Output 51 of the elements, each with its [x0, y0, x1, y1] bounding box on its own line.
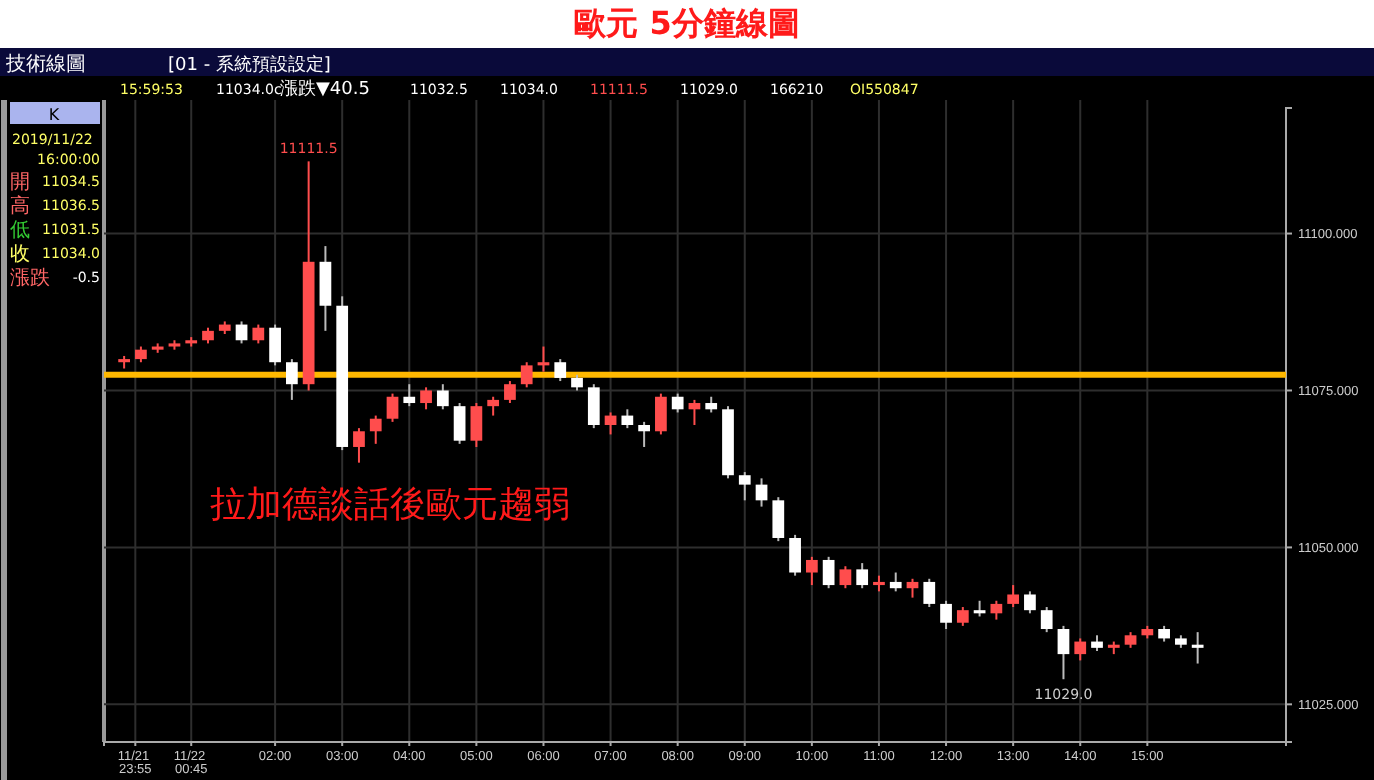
candlestick [738, 471, 751, 502]
text: 漲跌 [10, 266, 50, 290]
candlestick [621, 408, 634, 430]
candlestick [805, 555, 818, 587]
candlestick [504, 380, 516, 405]
candlestick [655, 392, 667, 436]
candlestick [286, 358, 298, 401]
candlestick [436, 383, 449, 411]
text: 開 [10, 172, 30, 194]
text: K [48, 106, 61, 124]
candlestick [839, 565, 852, 590]
candlestick [1191, 631, 1204, 665]
candlestick [923, 577, 936, 609]
candlestick [487, 395, 500, 417]
candlestick [386, 392, 399, 423]
candlestick [269, 323, 281, 367]
candlestick [889, 571, 902, 593]
candlestick [789, 533, 801, 577]
candlestick [772, 496, 785, 543]
candlestick [856, 562, 869, 590]
candlestick [940, 599, 952, 631]
candlestick [755, 477, 768, 508]
candlestick [319, 245, 332, 332]
candlestick [1024, 590, 1036, 615]
text: 技術線圖 [4, 52, 86, 76]
candlestick [587, 383, 600, 430]
candlestick [520, 361, 533, 389]
candlestick [1040, 606, 1053, 634]
candlestick [956, 606, 969, 627]
candlestick [554, 358, 567, 383]
candlestick [1057, 624, 1070, 681]
chart-title: 歐元 5分鐘線圖 [574, 4, 800, 42]
text: 低 [10, 220, 30, 242]
candlestick [252, 323, 265, 345]
text: 收 [10, 244, 30, 266]
candlestick [235, 320, 248, 345]
candlestick [353, 427, 365, 464]
candlestick [369, 414, 382, 445]
candlestick [1007, 584, 1020, 609]
candlestick [638, 420, 650, 448]
candlestick [420, 386, 432, 411]
candlestick [1074, 637, 1087, 662]
candlestick [822, 555, 835, 590]
candlestick [470, 402, 483, 448]
text: 高 [10, 194, 30, 218]
text: [01 - 系統預設設定] [168, 54, 331, 76]
text: 漲跌▼40.5 [280, 78, 370, 100]
candlestick [453, 402, 466, 445]
candlestick [403, 383, 416, 408]
annotation: 拉加德談話後歐元趨弱 [210, 484, 570, 526]
candlestick [671, 392, 684, 414]
